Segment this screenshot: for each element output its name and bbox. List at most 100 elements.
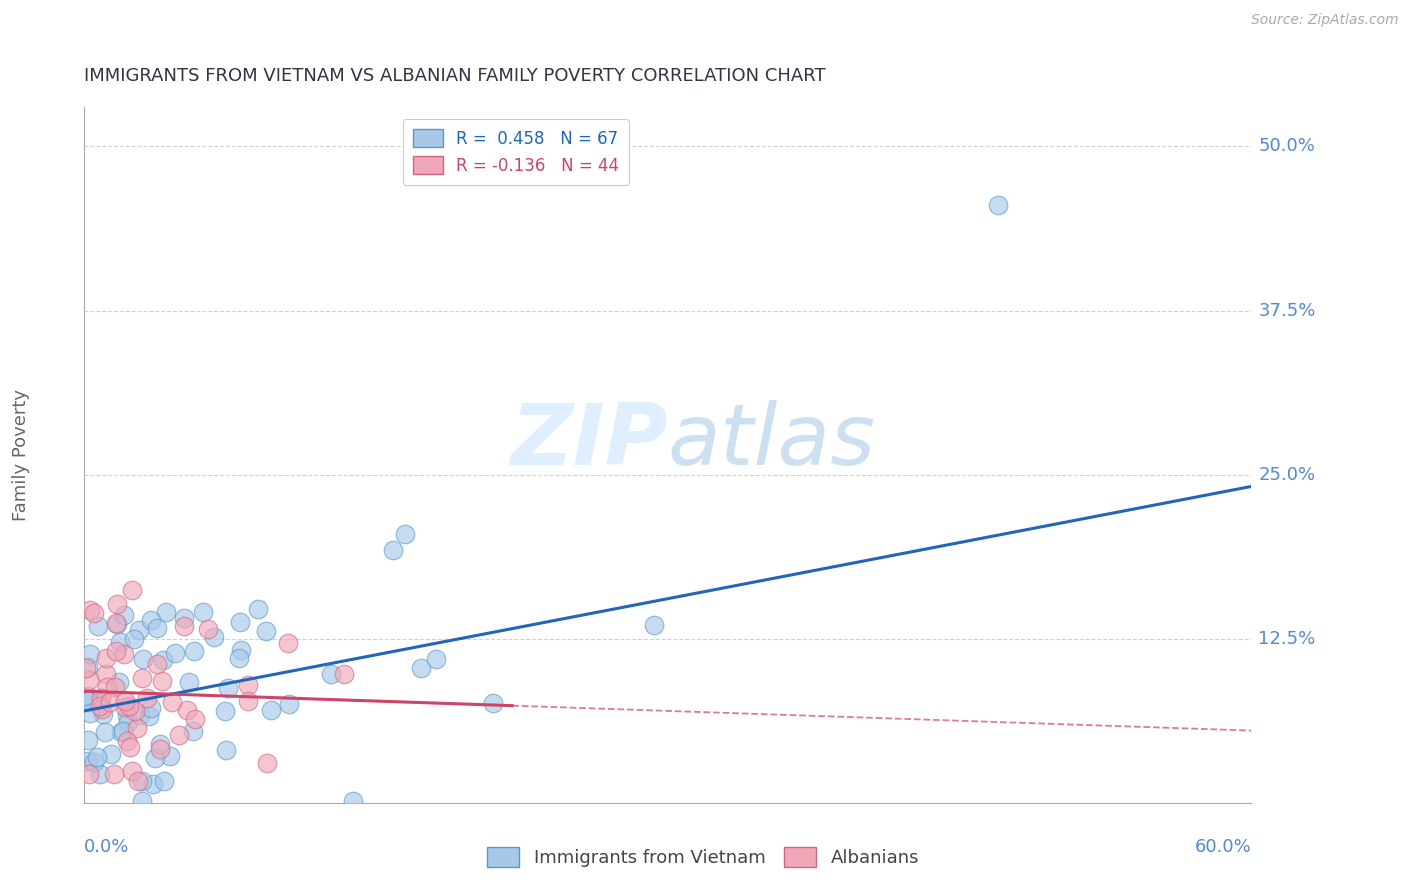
Text: 25.0%: 25.0%: [1258, 466, 1316, 483]
Point: [79, 603, 101, 617]
Text: 50.0%: 50.0%: [1258, 137, 1315, 155]
Point: [121, 764, 143, 779]
Point: [91, 706, 114, 721]
Text: 60.0%: 60.0%: [1195, 838, 1251, 856]
Point: [165, 646, 187, 660]
Point: [139, 613, 162, 627]
Point: [117, 714, 139, 729]
Point: [83, 607, 105, 621]
Point: [108, 675, 131, 690]
Point: [247, 602, 270, 616]
Legend: Immigrants from Vietnam, Albanians: Immigrants from Vietnam, Albanians: [479, 839, 927, 874]
Text: 12.5%: 12.5%: [1258, 630, 1316, 648]
Point: [197, 623, 219, 637]
Point: [77, 689, 100, 703]
Point: [86, 750, 108, 764]
Point: [394, 526, 416, 541]
Point: [131, 774, 153, 789]
Point: [77, 733, 100, 747]
Point: [103, 767, 125, 781]
Point: [149, 741, 172, 756]
Point: [409, 661, 432, 675]
Text: ZIP: ZIP: [510, 400, 668, 483]
Point: [425, 652, 447, 666]
Point: [114, 694, 136, 708]
Point: [150, 674, 173, 689]
Point: [146, 657, 169, 671]
Point: [321, 667, 343, 681]
Point: [149, 737, 172, 751]
Point: [141, 701, 163, 715]
Point: [176, 703, 198, 717]
Point: [90, 690, 112, 705]
Point: [105, 598, 128, 612]
Point: [114, 699, 136, 714]
Point: [79, 767, 101, 781]
Point: [278, 697, 301, 711]
Point: [120, 739, 142, 754]
Point: [124, 632, 146, 647]
Point: [167, 728, 190, 742]
Point: [179, 674, 201, 689]
Point: [104, 644, 127, 658]
Point: [111, 723, 134, 738]
Point: [94, 667, 117, 681]
Point: [89, 697, 111, 711]
Point: [183, 643, 205, 657]
Point: [152, 653, 174, 667]
Point: [105, 616, 128, 631]
Point: [155, 605, 177, 619]
Point: [96, 651, 118, 665]
Point: [77, 755, 100, 769]
Point: [96, 681, 118, 695]
Point: [117, 734, 139, 748]
Point: [333, 666, 356, 681]
Text: IMMIGRANTS FROM VIETNAM VS ALBANIAN FAMILY POVERTY CORRELATION CHART: IMMIGRANTS FROM VIETNAM VS ALBANIAN FAMI…: [84, 67, 825, 85]
Point: [98, 695, 121, 709]
Point: [104, 680, 127, 694]
Point: [128, 623, 150, 637]
Point: [127, 773, 149, 788]
Point: [152, 773, 174, 788]
Point: [159, 749, 181, 764]
Point: [83, 755, 105, 769]
Point: [112, 647, 135, 661]
Point: [89, 766, 111, 780]
Point: [79, 648, 101, 662]
Point: [173, 610, 195, 624]
Point: [184, 712, 207, 726]
Point: [77, 693, 100, 707]
Point: [89, 698, 111, 713]
Point: [145, 751, 167, 765]
Point: [256, 756, 278, 771]
Point: [77, 660, 100, 674]
Point: [91, 702, 114, 716]
Point: [987, 198, 1010, 212]
Point: [218, 681, 240, 695]
Point: [215, 742, 238, 756]
Point: [229, 615, 252, 629]
Point: [342, 795, 364, 809]
Point: [382, 543, 405, 558]
Point: [129, 707, 152, 722]
Point: [94, 725, 117, 739]
Point: [86, 619, 108, 633]
Point: [138, 708, 160, 723]
Point: [121, 582, 143, 597]
Point: [125, 721, 148, 735]
Point: [482, 696, 505, 710]
Point: [236, 694, 259, 708]
Point: [160, 695, 183, 709]
Text: atlas: atlas: [668, 400, 876, 483]
Point: [236, 678, 259, 692]
Point: [643, 618, 665, 632]
Point: [260, 703, 283, 717]
Point: [254, 624, 277, 638]
Point: [277, 636, 299, 650]
Point: [115, 708, 138, 723]
Point: [77, 673, 100, 688]
Point: [214, 704, 236, 718]
Legend: R =  0.458   N = 67, R = -0.136   N = 44: R = 0.458 N = 67, R = -0.136 N = 44: [404, 119, 630, 185]
Point: [124, 704, 146, 718]
Point: [117, 698, 139, 713]
